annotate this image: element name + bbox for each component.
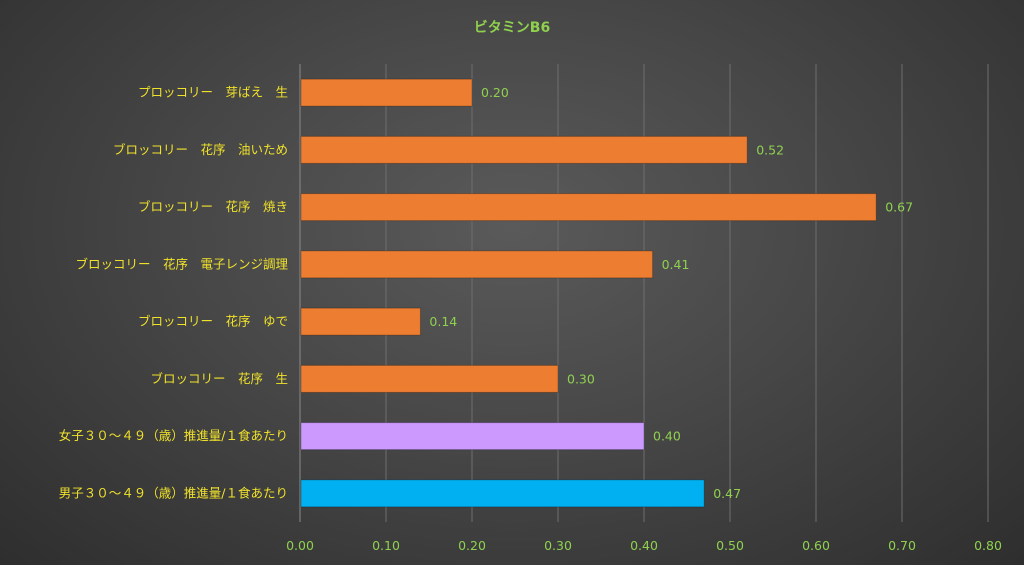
x-axis-ticks: 0.00 0.10 0.20 0.30 0.40 0.50 0.60 0.70 0.80	[286, 538, 1002, 553]
x-tick-label: 0.40	[630, 538, 658, 553]
bars	[300, 78, 877, 508]
x-tick-label: 0.30	[544, 538, 572, 553]
data-labels: 0.20 0.52 0.67 0.41 0.14 0.30 0.40 0.47	[429, 85, 913, 501]
data-label: 0.40	[653, 429, 681, 444]
data-label: 0.30	[567, 371, 595, 386]
bar	[300, 479, 705, 508]
category-label: ブロッコリー 花序 油いため	[113, 142, 288, 157]
bar	[300, 135, 748, 164]
x-tick-label: 0.60	[802, 538, 830, 553]
x-tick-label: 0.80	[974, 538, 1002, 553]
data-label: 0.52	[756, 142, 784, 157]
chart-title: ビタミンB6	[474, 20, 550, 36]
gridlines	[299, 64, 989, 522]
bar	[300, 364, 559, 393]
bar	[300, 422, 645, 451]
category-label: プロッコリー 芽ばえ 生	[138, 85, 288, 100]
bar	[300, 250, 654, 279]
x-tick-label: 0.70	[888, 538, 916, 553]
x-tick-label: 0.10	[372, 538, 400, 553]
category-label: ブロッコリー 花序 焼き	[138, 199, 288, 214]
bar	[300, 78, 473, 107]
category-label: ブロッコリー 花序 ゆで	[138, 314, 288, 329]
data-label: 0.67	[885, 200, 913, 215]
data-label: 0.20	[481, 85, 509, 100]
bar	[300, 307, 421, 336]
x-tick-label: 0.50	[716, 538, 744, 553]
category-label: 男子３０～４９（歳）推進量/１食あたり	[59, 485, 288, 500]
x-tick-label: 0.00	[286, 538, 314, 553]
data-label: 0.47	[713, 486, 741, 501]
category-label: ブロッコリー 花序 電子レンジ調理	[75, 256, 288, 271]
data-label: 0.41	[662, 257, 690, 272]
category-label: 女子３０～４９（歳）推進量/１食あたり	[59, 428, 288, 443]
category-label: ブロッコリー 花序 生	[150, 371, 288, 386]
bar	[300, 193, 877, 222]
x-tick-label: 0.20	[458, 538, 486, 553]
data-label: 0.14	[429, 314, 457, 329]
